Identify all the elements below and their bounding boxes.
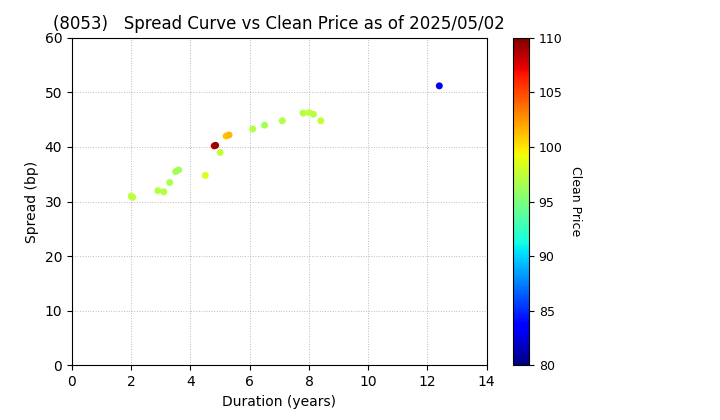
Point xyxy=(297,110,309,116)
Point xyxy=(158,189,170,195)
Point xyxy=(247,126,258,132)
X-axis label: Duration (years): Duration (years) xyxy=(222,395,336,409)
Point xyxy=(258,122,270,129)
Point xyxy=(220,133,232,139)
Point xyxy=(208,142,220,149)
Point xyxy=(215,149,226,156)
Point xyxy=(276,118,288,124)
Point xyxy=(303,109,315,116)
Point xyxy=(127,194,138,201)
Point xyxy=(152,187,163,194)
Point xyxy=(199,172,211,179)
Point xyxy=(173,167,184,173)
Point xyxy=(307,111,319,118)
Y-axis label: Spread (bp): Spread (bp) xyxy=(25,160,39,243)
Point xyxy=(210,142,222,149)
Point xyxy=(223,131,235,138)
Title: (8053)   Spread Curve vs Clean Price as of 2025/05/02: (8053) Spread Curve vs Clean Price as of… xyxy=(53,16,505,34)
Point xyxy=(170,168,181,175)
Point xyxy=(433,82,445,89)
Point xyxy=(125,193,137,199)
Point xyxy=(315,118,327,124)
Point xyxy=(164,179,176,186)
Y-axis label: Clean Price: Clean Price xyxy=(569,166,582,237)
